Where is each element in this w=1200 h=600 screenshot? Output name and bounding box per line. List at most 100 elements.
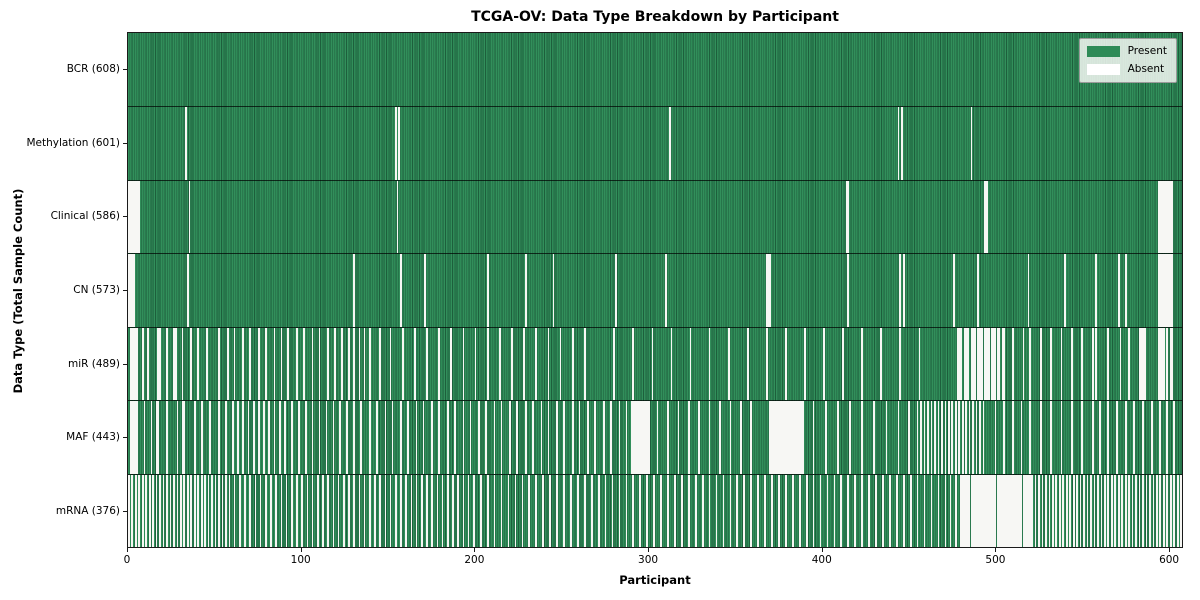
absent-cell	[719, 401, 721, 474]
absent-cell	[206, 327, 208, 401]
absent-cell	[1022, 474, 1025, 547]
absent-cell	[396, 180, 399, 254]
absent-cell	[991, 327, 994, 401]
absent-cell	[949, 474, 952, 547]
absent-cell	[1155, 474, 1158, 547]
absent-cell	[244, 474, 246, 547]
x-axis: 0 100 200 300 400 500 600	[124, 548, 1183, 588]
absent-cell	[332, 474, 335, 547]
absent-cell	[765, 254, 768, 327]
absent-cell	[414, 327, 416, 401]
absent-cell	[133, 254, 135, 327]
absent-cell	[134, 327, 137, 401]
absent-cell	[186, 254, 189, 327]
absent-cell	[472, 474, 475, 547]
absent-cell	[1079, 474, 1082, 547]
absent-cell	[778, 401, 780, 474]
absent-cell	[970, 107, 973, 180]
absent-cell	[436, 474, 439, 547]
absent-cell	[986, 474, 988, 547]
absent-cell	[1180, 474, 1182, 547]
absent-cell	[431, 401, 434, 474]
absent-cell	[977, 254, 980, 327]
absent-cell	[155, 474, 158, 547]
absent-cell	[1012, 327, 1014, 401]
absent-cell	[268, 401, 271, 474]
absent-cell	[136, 401, 139, 474]
absent-cell	[181, 327, 184, 401]
absent-cell	[446, 401, 449, 474]
absent-cell	[1091, 401, 1094, 474]
absent-cell	[420, 474, 423, 547]
absent-cell	[441, 474, 444, 547]
absent-cell	[1008, 474, 1011, 547]
absent-cell	[337, 474, 340, 547]
absent-cell	[994, 327, 997, 401]
absent-cell	[280, 474, 283, 547]
absent-cell	[474, 327, 477, 401]
absent-cell	[478, 401, 480, 474]
absent-cell	[290, 474, 293, 547]
absent-cell	[528, 474, 531, 547]
absent-cell	[980, 327, 983, 401]
absent-cell	[975, 474, 978, 547]
absent-cell	[653, 474, 655, 547]
absent-cell	[563, 474, 565, 547]
absent-cell	[486, 474, 489, 547]
ytick-mark	[123, 290, 127, 291]
absent-cell	[785, 401, 787, 474]
absent-cell	[994, 474, 997, 547]
absent-cell	[311, 401, 314, 474]
absent-cell	[190, 474, 193, 547]
absent-cell	[765, 327, 768, 401]
absent-cell	[1169, 327, 1172, 401]
absent-cell	[1159, 254, 1162, 327]
absent-cell	[1064, 254, 1066, 327]
absent-cell	[263, 401, 265, 474]
absent-cell	[173, 474, 175, 547]
xtick-mark	[821, 548, 823, 552]
absent-cell	[956, 327, 959, 401]
absent-cell	[188, 180, 191, 254]
absent-cell	[462, 327, 465, 401]
absent-cell	[426, 474, 428, 547]
absent-cell	[128, 254, 130, 327]
absent-cell	[148, 474, 151, 547]
absent-cell	[947, 401, 950, 474]
absent-cell	[571, 401, 574, 474]
absent-cell	[1086, 474, 1089, 547]
absent-cell	[180, 474, 182, 547]
absent-cell	[322, 474, 324, 547]
absent-cell	[1171, 254, 1174, 327]
row-methylation	[128, 106, 1182, 180]
absent-cell	[509, 401, 512, 474]
absent-cell	[284, 401, 286, 474]
absent-cell	[982, 474, 985, 547]
absent-cell	[989, 474, 992, 547]
absent-cell	[764, 474, 766, 547]
absent-cell	[1124, 254, 1127, 327]
absent-cell	[882, 474, 884, 547]
absent-cell	[394, 474, 397, 547]
absent-cell	[1060, 401, 1063, 474]
absent-cell	[211, 474, 213, 547]
absent-cell	[493, 401, 496, 474]
absent-cell	[805, 474, 808, 547]
absent-cell	[769, 401, 772, 474]
absent-cell	[1162, 180, 1165, 254]
absent-cell	[972, 401, 974, 474]
absent-cell	[303, 327, 305, 401]
absent-cell	[1166, 327, 1169, 401]
row-bcr	[128, 33, 1182, 107]
absent-cell	[348, 474, 350, 547]
absent-cell	[129, 254, 132, 327]
absent-cell	[979, 474, 981, 547]
absent-cell	[389, 474, 392, 547]
absent-cell	[1065, 474, 1068, 547]
absent-cell	[1001, 327, 1004, 401]
absent-cell	[185, 107, 187, 180]
absent-cell	[273, 327, 276, 401]
absent-cell	[646, 401, 649, 474]
absent-cell	[524, 254, 527, 327]
absent-cell	[824, 401, 827, 474]
